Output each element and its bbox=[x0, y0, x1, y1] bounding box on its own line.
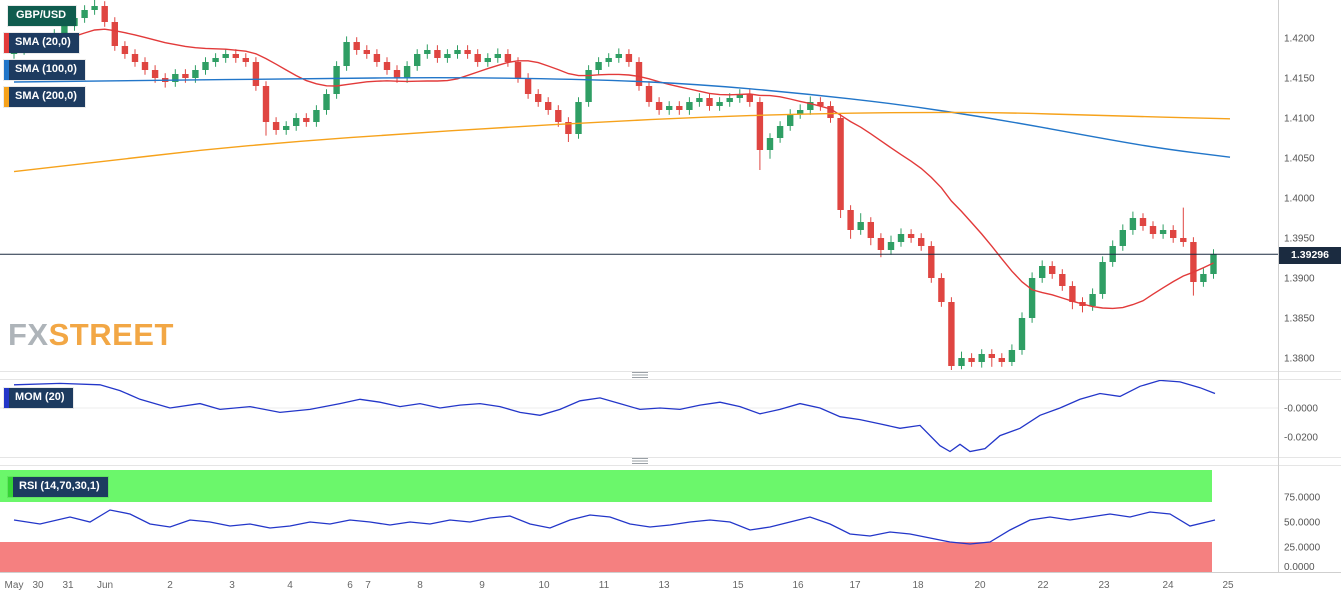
x-axis-label: 16 bbox=[792, 580, 804, 591]
sma200-badge[interactable]: SMA (200,0) bbox=[4, 87, 85, 107]
symbol-label: GBP/USD bbox=[16, 9, 67, 21]
y-axis-label: 1.3950 bbox=[1284, 234, 1315, 245]
rsi-color-chip bbox=[8, 477, 13, 497]
x-axis-label: 7 bbox=[365, 580, 371, 591]
y-axis-label: 1.4100 bbox=[1284, 114, 1315, 125]
sma100-label: SMA (100,0) bbox=[15, 63, 77, 75]
symbol-badge[interactable]: GBP/USD bbox=[8, 6, 77, 26]
watermark-street: STREET bbox=[48, 317, 174, 352]
rsi-line bbox=[13, 509, 1216, 545]
y-axis-label: 1.4050 bbox=[1284, 154, 1315, 165]
x-axis-label: 23 bbox=[1098, 580, 1110, 591]
y-axis-label: 1.3850 bbox=[1284, 314, 1315, 325]
x-axis-label: Jun bbox=[97, 580, 113, 591]
rsi-axis-label: 0.0000 bbox=[1284, 562, 1315, 573]
y-axis-label: 1.3800 bbox=[1284, 354, 1315, 365]
x-axis-label: 3 bbox=[229, 580, 235, 591]
time-axis-labels[interactable]: May 30 31 Jun 2 3 4 6 7 8 9 10 11 13 15 16 17 18 20 22 23 24 2… bbox=[5, 580, 1234, 591]
x-axis-label: May bbox=[5, 580, 24, 591]
candles-layer bbox=[10, 0, 1217, 370]
last-price-badge: 1.39296 bbox=[1279, 247, 1341, 264]
fxstreet-watermark: FXSTREET bbox=[8, 317, 174, 353]
panel-resize-handle[interactable] bbox=[632, 458, 648, 464]
x-axis-label: 9 bbox=[479, 580, 485, 591]
rsi-badge[interactable]: RSI (14,70,30,1) bbox=[8, 477, 108, 497]
sma100-line bbox=[13, 76, 1231, 158]
x-axis-label: 24 bbox=[1162, 580, 1174, 591]
mom-axis-label: -0.0200 bbox=[1284, 433, 1318, 444]
y-axis-label: 1.4200 bbox=[1284, 34, 1315, 45]
y-axis-label: 1.4150 bbox=[1284, 74, 1315, 85]
y-axis-label: 1.4000 bbox=[1284, 194, 1315, 205]
sma20-label: SMA (20,0) bbox=[15, 36, 71, 48]
mom-label: MOM (20) bbox=[15, 391, 65, 403]
x-axis-label: 13 bbox=[658, 580, 670, 591]
mom-line bbox=[13, 379, 1216, 453]
mom-color-chip bbox=[4, 388, 9, 408]
x-axis-label: 6 bbox=[347, 580, 353, 591]
price-axis-labels[interactable]: 1.4200 1.4150 1.4100 1.4050 1.4000 1.3950 1.39… bbox=[1284, 34, 1321, 574]
x-axis-label: 8 bbox=[417, 580, 423, 591]
x-axis-label: 18 bbox=[912, 580, 924, 591]
rsi-axis-label: 75.0000 bbox=[1284, 493, 1321, 504]
x-axis-label: 25 bbox=[1222, 580, 1234, 591]
x-axis-label: 2 bbox=[167, 580, 173, 591]
sma200-color-chip bbox=[4, 87, 9, 107]
rsi-axis-label: 25.0000 bbox=[1284, 543, 1321, 554]
rsi-label: RSI (14,70,30,1) bbox=[19, 480, 100, 492]
y-axis-label: 1.3900 bbox=[1284, 274, 1315, 285]
x-axis-label: 20 bbox=[974, 580, 986, 591]
x-axis-label: 15 bbox=[732, 580, 744, 591]
panel-resize-handle[interactable] bbox=[632, 372, 648, 378]
sma20-badge[interactable]: SMA (20,0) bbox=[4, 33, 79, 53]
x-axis-label: 22 bbox=[1037, 580, 1049, 591]
x-axis-label: 10 bbox=[538, 580, 550, 591]
sma200-label: SMA (200,0) bbox=[15, 90, 77, 102]
x-axis-label: 4 bbox=[287, 580, 293, 591]
watermark-fx: FX bbox=[8, 317, 49, 352]
sma20-color-chip bbox=[4, 33, 9, 53]
mom-badge[interactable]: MOM (20) bbox=[4, 388, 73, 408]
sma20-line bbox=[13, 28, 1214, 310]
mom-axis-label: -0.0000 bbox=[1284, 404, 1318, 415]
x-axis-label: 11 bbox=[599, 580, 610, 591]
rsi-axis-label: 50.0000 bbox=[1284, 518, 1321, 529]
x-axis-label: 17 bbox=[849, 580, 861, 591]
x-axis-label: 31 bbox=[62, 580, 74, 591]
sma100-badge[interactable]: SMA (100,0) bbox=[4, 60, 85, 80]
x-axis-label: 30 bbox=[32, 580, 44, 591]
sma100-color-chip bbox=[4, 60, 9, 80]
rsi-oversold-zone bbox=[0, 542, 1212, 572]
sma200-line bbox=[13, 111, 1231, 173]
rsi-overbought-zone bbox=[0, 470, 1212, 502]
